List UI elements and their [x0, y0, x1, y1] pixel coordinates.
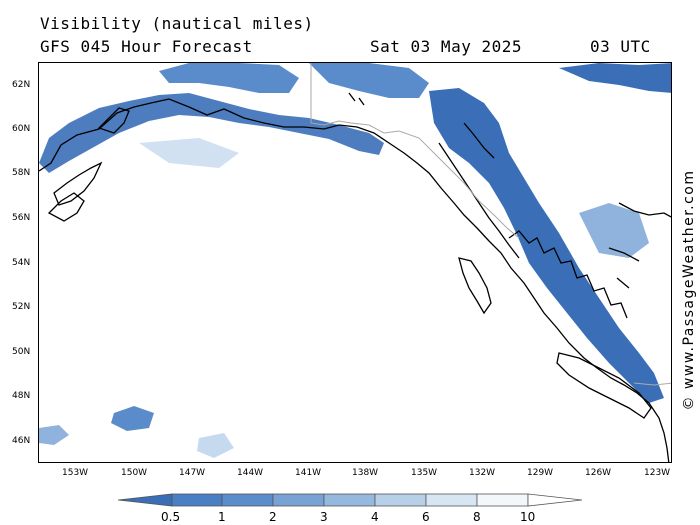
lat-label-50n: 50N [12, 347, 31, 357]
lat-label-62n: 62N [12, 80, 31, 90]
legend-arrow-left [117, 493, 173, 507]
lat-label-52n: 52N [12, 302, 31, 312]
credit-text: © www.PassageWeather.com [679, 150, 699, 430]
coastline-fjords [508, 230, 628, 319]
vis-field-southwest [111, 406, 154, 431]
coastline-haida-gwaii [458, 257, 492, 315]
credit-label: © www.PassageWeather.com [681, 169, 697, 411]
legend-label-2: 2 [269, 510, 277, 524]
legend-label-6: 6 [422, 510, 430, 524]
legend-bin-1 [171, 493, 223, 507]
vis-field-coastal-band [429, 88, 664, 403]
coastline-interior-bc-2 [608, 247, 640, 289]
borders [310, 63, 671, 386]
legend-label-0-5: 0.5 [161, 510, 181, 524]
border-us-canada [633, 382, 671, 386]
vis-field-faint [139, 138, 239, 168]
lon-label-144w: 144W [237, 468, 264, 478]
chart-title: Visibility (nautical miles) [40, 14, 314, 33]
lon-label-126w: 126W [585, 468, 612, 478]
border-alaska-canada [310, 63, 520, 239]
legend-label-3: 3 [320, 510, 328, 524]
coastline-yukon-lakes [348, 92, 495, 159]
lon-label-123w: 123W [644, 468, 671, 478]
legend-bin-4 [323, 493, 376, 507]
coastline [39, 92, 671, 462]
visibility-legend: 0.5 1 2 3 4 6 8 10 [115, 490, 585, 525]
vis-field-southwest-2 [39, 425, 69, 445]
lon-label-147w: 147W [179, 468, 206, 478]
vis-field-north-patch [159, 63, 299, 93]
vis-field-interior [579, 203, 649, 258]
vis-field-gulf-north [39, 93, 384, 173]
vis-field-northeast [559, 63, 671, 93]
vis-field-south [197, 433, 234, 458]
coastline-cook-inlet [97, 107, 130, 134]
lon-label-141w: 141W [295, 468, 322, 478]
lat-label-54n: 54N [12, 258, 31, 268]
vis-field-alaska-inland [309, 63, 429, 98]
lon-label-129w: 129W [527, 468, 554, 478]
lon-label-132w: 132W [469, 468, 496, 478]
legend-bar [117, 493, 583, 507]
legend-label-4: 4 [371, 510, 379, 524]
visibility-fields [39, 63, 671, 458]
forecast-date: Sat 03 May 2025 [370, 37, 522, 56]
coastline-interior-bc [618, 202, 671, 218]
legend-bin-6 [425, 493, 478, 507]
legend-label-1: 1 [218, 510, 226, 524]
lat-label-58n: 58N [12, 168, 31, 178]
legend-label-10: 10 [520, 510, 536, 524]
lat-label-46n: 46N [12, 436, 31, 446]
coastline-kodiak [47, 192, 85, 222]
lat-label-60n: 60N [12, 124, 31, 134]
legend-bin-2 [221, 493, 274, 507]
legend-arrow-right [527, 493, 583, 507]
lon-label-150w: 150W [121, 468, 148, 478]
legend-bin-3 [272, 493, 325, 507]
legend-label-8: 8 [473, 510, 481, 524]
lon-label-138w: 138W [352, 468, 379, 478]
lon-label-135w: 135W [411, 468, 438, 478]
coastline-alaska-gulf [39, 98, 670, 462]
map-svg [39, 63, 671, 462]
forecast-time: 03 UTC [590, 37, 651, 56]
coastline-kenai [53, 161, 103, 206]
legend-bin-7 [476, 493, 529, 507]
legend-bin-5 [374, 493, 427, 507]
lon-label-153w: 153W [62, 468, 89, 478]
forecast-subtitle: GFS 045 Hour Forecast [40, 37, 253, 56]
coastline-vancouver-island [556, 352, 652, 419]
coastline-inland-waters [438, 142, 520, 259]
lat-label-48n: 48N [12, 391, 31, 401]
visibility-map [38, 62, 672, 463]
lat-label-56n: 56N [12, 213, 31, 223]
